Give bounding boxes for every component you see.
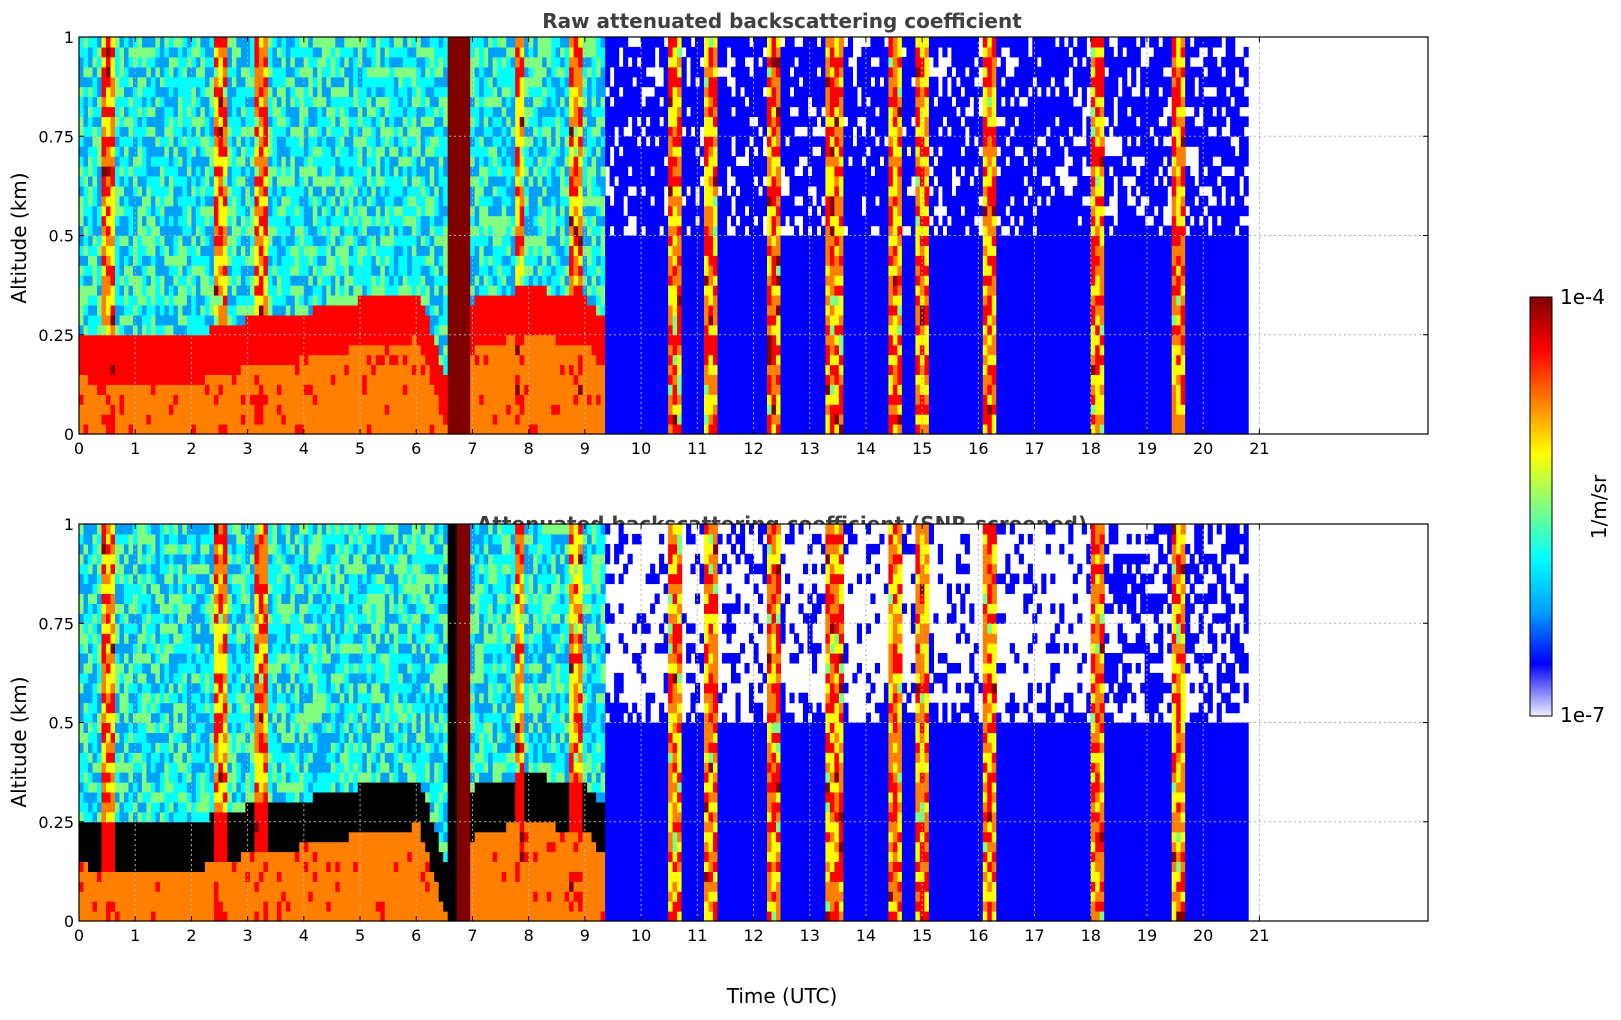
x-tick-label: 11: [687, 926, 707, 945]
colorbar: 1e-4 1e-7 1/m/sr: [1529, 285, 1611, 727]
x-tick-label: 9: [580, 439, 590, 458]
x-tick-label: 14: [856, 439, 876, 458]
screened-backscatter-panel: Attenuated backscattering coefficient (S…: [7, 512, 1429, 1008]
x-tick-label: 16: [968, 926, 988, 945]
x-tick-label: 3: [243, 439, 253, 458]
x-tick-label: 6: [411, 439, 421, 458]
x-tick-label: 10: [631, 439, 651, 458]
x-tick-label: 13: [800, 926, 820, 945]
x-tick-label: 19: [1137, 926, 1157, 945]
y-tick-label: 0.25: [38, 326, 74, 345]
x-tick-label: 15: [912, 439, 932, 458]
y-tick-label: 0.25: [38, 813, 74, 832]
x-tick-label: 11: [687, 439, 707, 458]
colorbar-min-label: 1e-7: [1560, 703, 1605, 727]
x-tick-label: 1: [130, 926, 140, 945]
raw-y-axis-label: Altitude (km): [7, 172, 31, 303]
x-tick-label: 12: [743, 926, 763, 945]
screened-y-axis-label: Altitude (km): [7, 676, 31, 807]
raw-panel-title: Raw attenuated backscattering coefficien…: [542, 9, 1022, 33]
x-tick-label: 5: [355, 439, 365, 458]
x-tick-label: 13: [800, 439, 820, 458]
x-tick-label: 17: [1024, 926, 1044, 945]
x-tick-label: 21: [1249, 439, 1269, 458]
colorbar-gradient: [1529, 296, 1553, 717]
x-tick-label: 18: [1081, 926, 1101, 945]
x-tick-label: 20: [1193, 926, 1213, 945]
y-tick-label: 0.75: [38, 614, 74, 633]
colorbar-label: 1/m/sr: [1587, 474, 1611, 539]
x-tick-label: 6: [411, 926, 421, 945]
x-tick-label: 5: [355, 926, 365, 945]
x-tick-label: 3: [243, 926, 253, 945]
raw-heatmap: 0 1 2 3 4 5 6 7 8 9 10 11 12 13 14 15 16 17 18 19 20 2100.250…: [38, 28, 1429, 458]
x-tick-label: 10: [631, 926, 651, 945]
y-tick-label: 1: [64, 28, 74, 47]
x-tick-label: 2: [186, 439, 196, 458]
x-tick-label: 8: [524, 439, 534, 458]
x-tick-label: 1: [130, 439, 140, 458]
x-tick-label: 20: [1193, 439, 1213, 458]
x-tick-label: 16: [968, 439, 988, 458]
x-tick-label: 18: [1081, 439, 1101, 458]
y-tick-label: 0.5: [49, 714, 74, 733]
x-tick-label: 12: [743, 439, 763, 458]
x-tick-label: 2: [186, 926, 196, 945]
x-tick-label: 0: [74, 439, 84, 458]
x-tick-label: 21: [1249, 926, 1269, 945]
x-tick-label: 4: [299, 439, 309, 458]
x-tick-label: 7: [467, 439, 477, 458]
y-tick-label: 0: [64, 425, 74, 444]
x-tick-label: 17: [1024, 439, 1044, 458]
x-tick-label: 0: [74, 926, 84, 945]
x-tick-label: 8: [524, 926, 534, 945]
screened-heatmap: 0 1 2 3 4 5 6 7 8 9 10 11 12 13 14 15 16 17 18 19 20 2100.250…: [38, 515, 1429, 945]
x-tick-label: 14: [856, 926, 876, 945]
x-tick-label: 15: [912, 926, 932, 945]
x-tick-label: 4: [299, 926, 309, 945]
y-tick-label: 0.75: [38, 127, 74, 146]
x-axis-label: Time (UTC): [726, 984, 838, 1008]
x-tick-label: 19: [1137, 439, 1157, 458]
y-tick-label: 0: [64, 912, 74, 931]
y-tick-label: 0.5: [49, 227, 74, 246]
colorbar-max-label: 1e-4: [1560, 285, 1605, 309]
raw-backscatter-panel: Raw attenuated backscattering coefficien…: [7, 9, 1429, 458]
x-tick-label: 9: [580, 926, 590, 945]
x-tick-label: 7: [467, 926, 477, 945]
y-tick-label: 1: [64, 515, 74, 534]
